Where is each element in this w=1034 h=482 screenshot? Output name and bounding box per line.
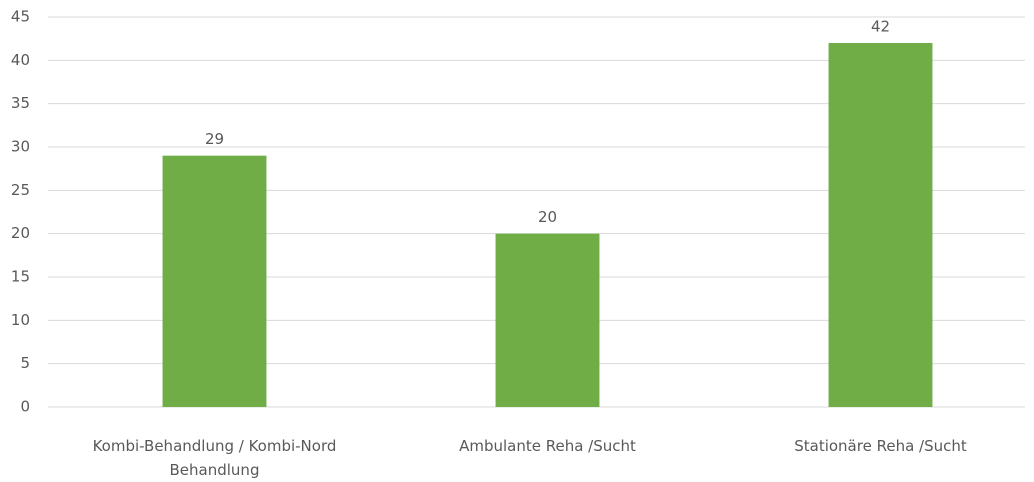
data-label: 42 bbox=[871, 18, 890, 36]
y-tick-label: 5 bbox=[20, 354, 30, 372]
bar bbox=[496, 234, 600, 407]
y-tick-label: 20 bbox=[11, 224, 30, 242]
bar bbox=[163, 156, 267, 407]
x-tick-label: Ambulante Reha /Sucht bbox=[383, 434, 713, 458]
data-label: 29 bbox=[205, 130, 224, 148]
y-tick-label: 45 bbox=[11, 8, 30, 26]
y-tick-label: 40 bbox=[11, 51, 30, 69]
y-tick-label: 0 bbox=[20, 398, 30, 416]
x-tick-label: Stationäre Reha /Sucht bbox=[716, 434, 1034, 458]
bar bbox=[829, 43, 933, 407]
y-tick-label: 15 bbox=[11, 268, 30, 286]
y-tick-label: 10 bbox=[11, 311, 30, 329]
x-tick-label: Kombi-Behandlung / Kombi-Nord Behandlung bbox=[50, 434, 380, 482]
data-label: 20 bbox=[538, 208, 557, 226]
y-tick-label: 35 bbox=[11, 94, 30, 112]
y-tick-label: 30 bbox=[11, 138, 30, 156]
y-tick-label: 25 bbox=[11, 181, 30, 199]
